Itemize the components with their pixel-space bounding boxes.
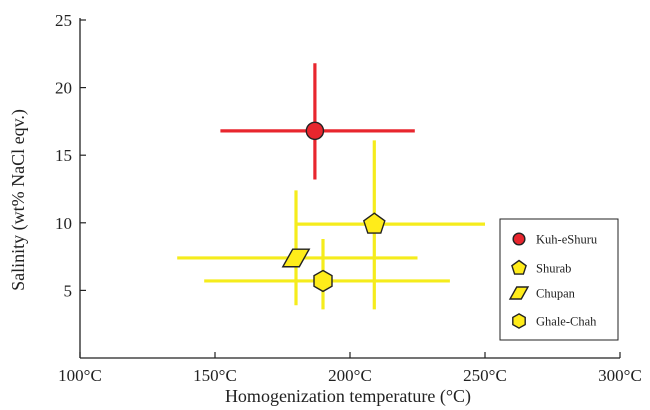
x-tick-label: 100°C <box>58 366 102 385</box>
legend-kuh-eshuru-marker <box>512 232 526 246</box>
y-axis-title: Salinity (wt% NaCl eqv.) <box>8 109 29 291</box>
legend-shurab-marker <box>511 259 527 275</box>
chupan-marker <box>281 248 311 268</box>
y-tick-label: 15 <box>55 146 72 165</box>
y-tick-label: 5 <box>64 281 73 300</box>
legend-ghale-chah-marker <box>512 313 526 329</box>
legend: Kuh-eShuru Shurab Chupan Ghale-Chah <box>499 218 619 341</box>
shurab-marker <box>362 212 386 234</box>
x-tick-label: 300°C <box>598 366 642 385</box>
legend-shurab-label: Shurab <box>536 262 571 276</box>
y-tick-label: 25 <box>55 11 72 30</box>
x-tick-label: 250°C <box>463 366 507 385</box>
x-tick-label: 200°C <box>328 366 372 385</box>
legend-kuh-eshuru-label: Kuh-eShuru <box>536 233 598 247</box>
x-tick-label: 150°C <box>193 366 237 385</box>
legend-ghale-chah-label: Ghale-Chah <box>536 315 597 329</box>
data-markers <box>281 121 386 293</box>
error-bars <box>177 63 485 310</box>
ghale-chah-marker <box>313 269 333 293</box>
y-axis-ticks: 5 10 15 20 25 <box>55 11 86 300</box>
legend-chupan-label: Chupan <box>536 287 576 301</box>
x-axis-title: Homogenization temperature (°C) <box>225 386 471 407</box>
x-axis-ticks: 100°C 150°C 200°C 250°C 300°C <box>58 352 642 385</box>
legend-chupan-marker <box>508 286 530 300</box>
y-tick-label: 20 <box>55 79 72 98</box>
kuh-eshuru-marker <box>305 121 325 141</box>
y-tick-label: 10 <box>55 214 72 233</box>
